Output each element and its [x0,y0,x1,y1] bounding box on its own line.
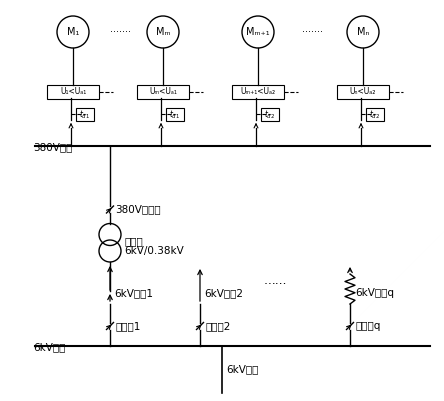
Text: $t_{d1}$: $t_{d1}$ [79,108,91,121]
Text: ……: …… [263,275,287,288]
Text: $t_{d2}$: $t_{d2}$ [264,108,276,121]
Text: 断路器2: 断路器2 [205,321,230,331]
FancyBboxPatch shape [261,108,279,121]
Text: 380V断路器: 380V断路器 [115,205,161,215]
Text: Mₘ₊₁: Mₘ₊₁ [246,27,270,37]
Text: 6kV进线: 6kV进线 [226,365,258,375]
Text: 6kV馈线q: 6kV馈线q [355,288,394,298]
FancyBboxPatch shape [76,108,94,121]
Text: U₁<Uₐ₁: U₁<Uₐ₁ [60,87,86,97]
Text: Mₘ: Mₘ [156,27,170,37]
FancyBboxPatch shape [47,85,99,99]
Text: $t_{d1}$: $t_{d1}$ [169,108,181,121]
FancyBboxPatch shape [166,108,184,121]
Text: 6kV馈线1: 6kV馈线1 [114,288,153,298]
Text: 断路器1: 断路器1 [115,321,140,331]
Text: Mₙ: Mₙ [357,27,369,37]
Text: Uₘ<Uₐ₁: Uₘ<Uₐ₁ [149,87,177,97]
Text: 变压器: 变压器 [124,236,143,246]
Text: 6kV馈线2: 6kV馈线2 [204,288,243,298]
FancyBboxPatch shape [137,85,189,99]
FancyBboxPatch shape [366,108,384,121]
FancyBboxPatch shape [232,85,284,99]
Text: 6kV/0.38kV: 6kV/0.38kV [124,246,184,256]
Text: ·······: ······· [301,27,322,37]
Text: ·······: ······· [110,27,131,37]
Text: 断路器q: 断路器q [355,321,381,331]
Text: Uₘ₊₁<Uₐ₂: Uₘ₊₁<Uₐ₂ [241,87,276,97]
Text: M₁: M₁ [67,27,79,37]
Text: 380V母线: 380V母线 [33,142,72,152]
Text: Uₙ<Uₐ₂: Uₙ<Uₐ₂ [350,87,376,97]
Text: $t_{d2}$: $t_{d2}$ [369,108,381,121]
FancyBboxPatch shape [337,85,389,99]
Text: 6kV母线: 6kV母线 [33,342,65,352]
